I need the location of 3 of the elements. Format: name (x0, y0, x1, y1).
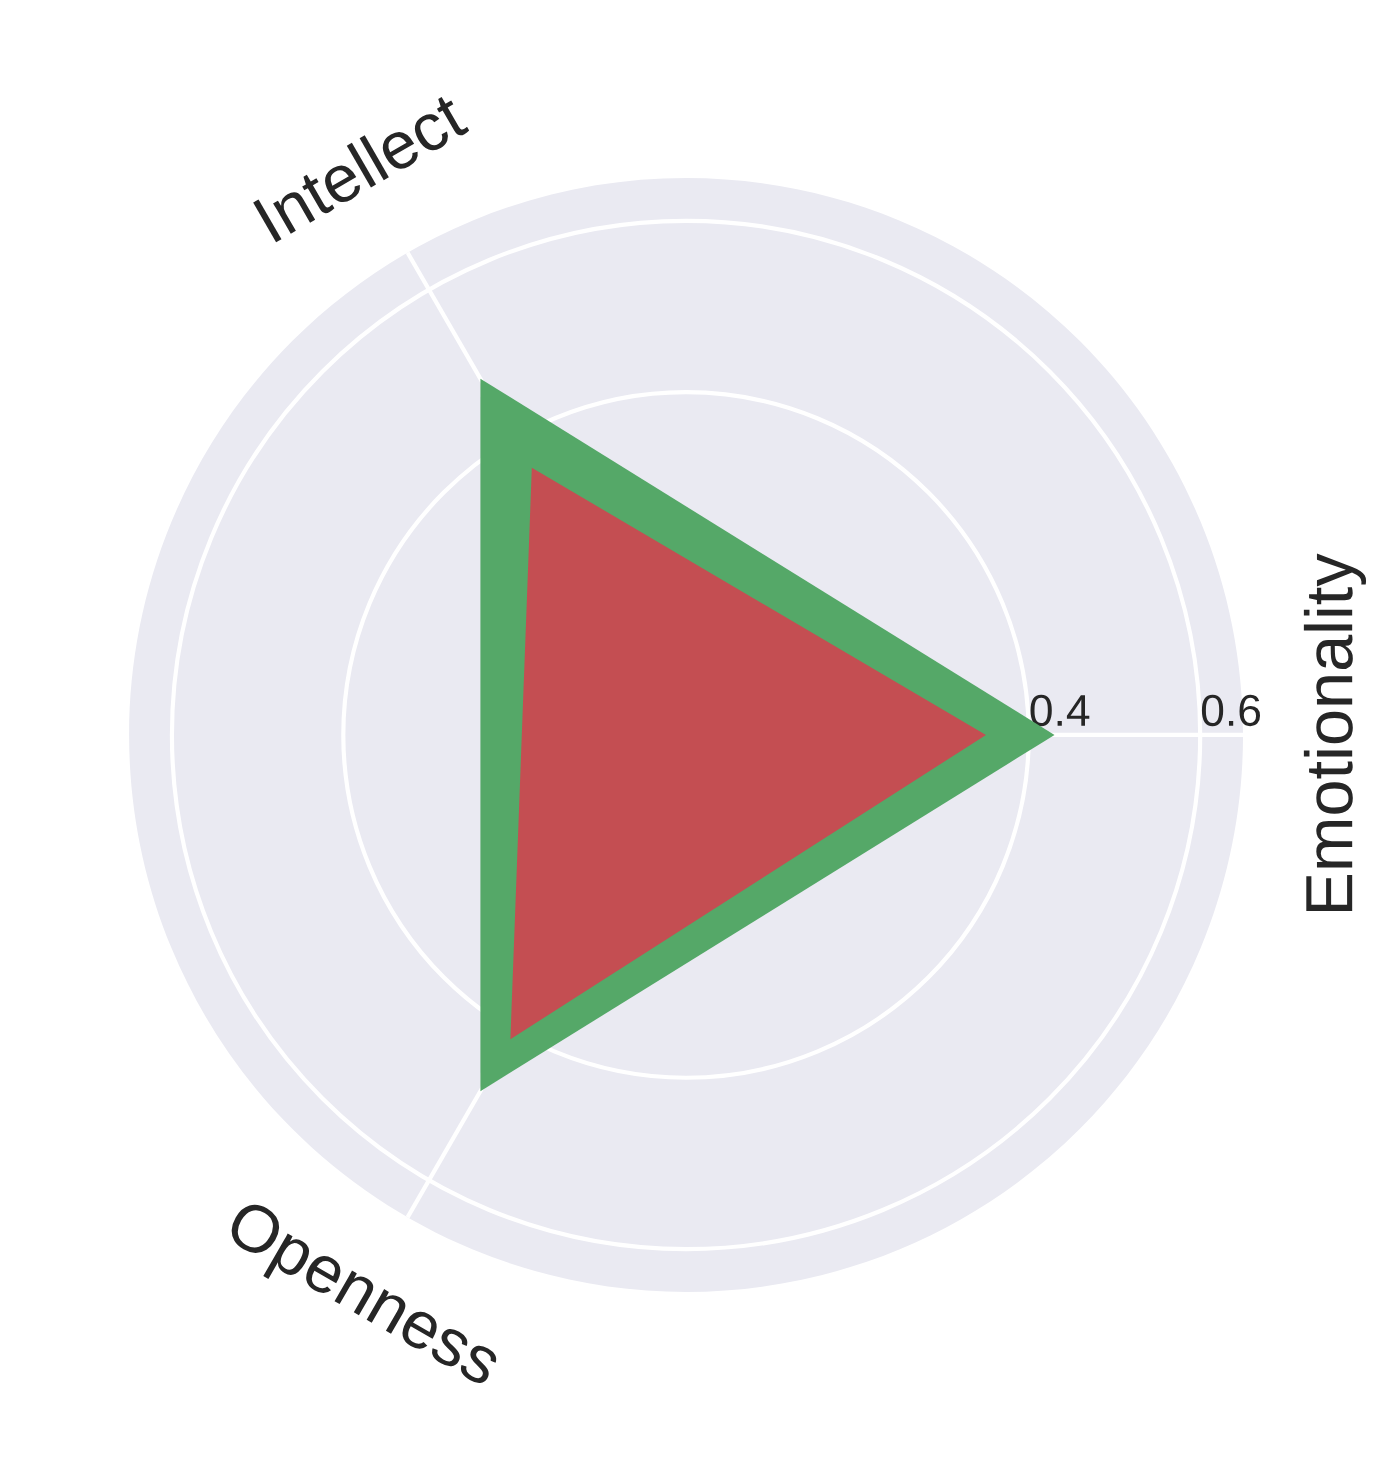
y-tick-label: 0.4 (1030, 694, 1090, 727)
y-tick-label: 0.6 (1201, 694, 1261, 727)
spoke-label: Emotionality (1303, 553, 1367, 912)
